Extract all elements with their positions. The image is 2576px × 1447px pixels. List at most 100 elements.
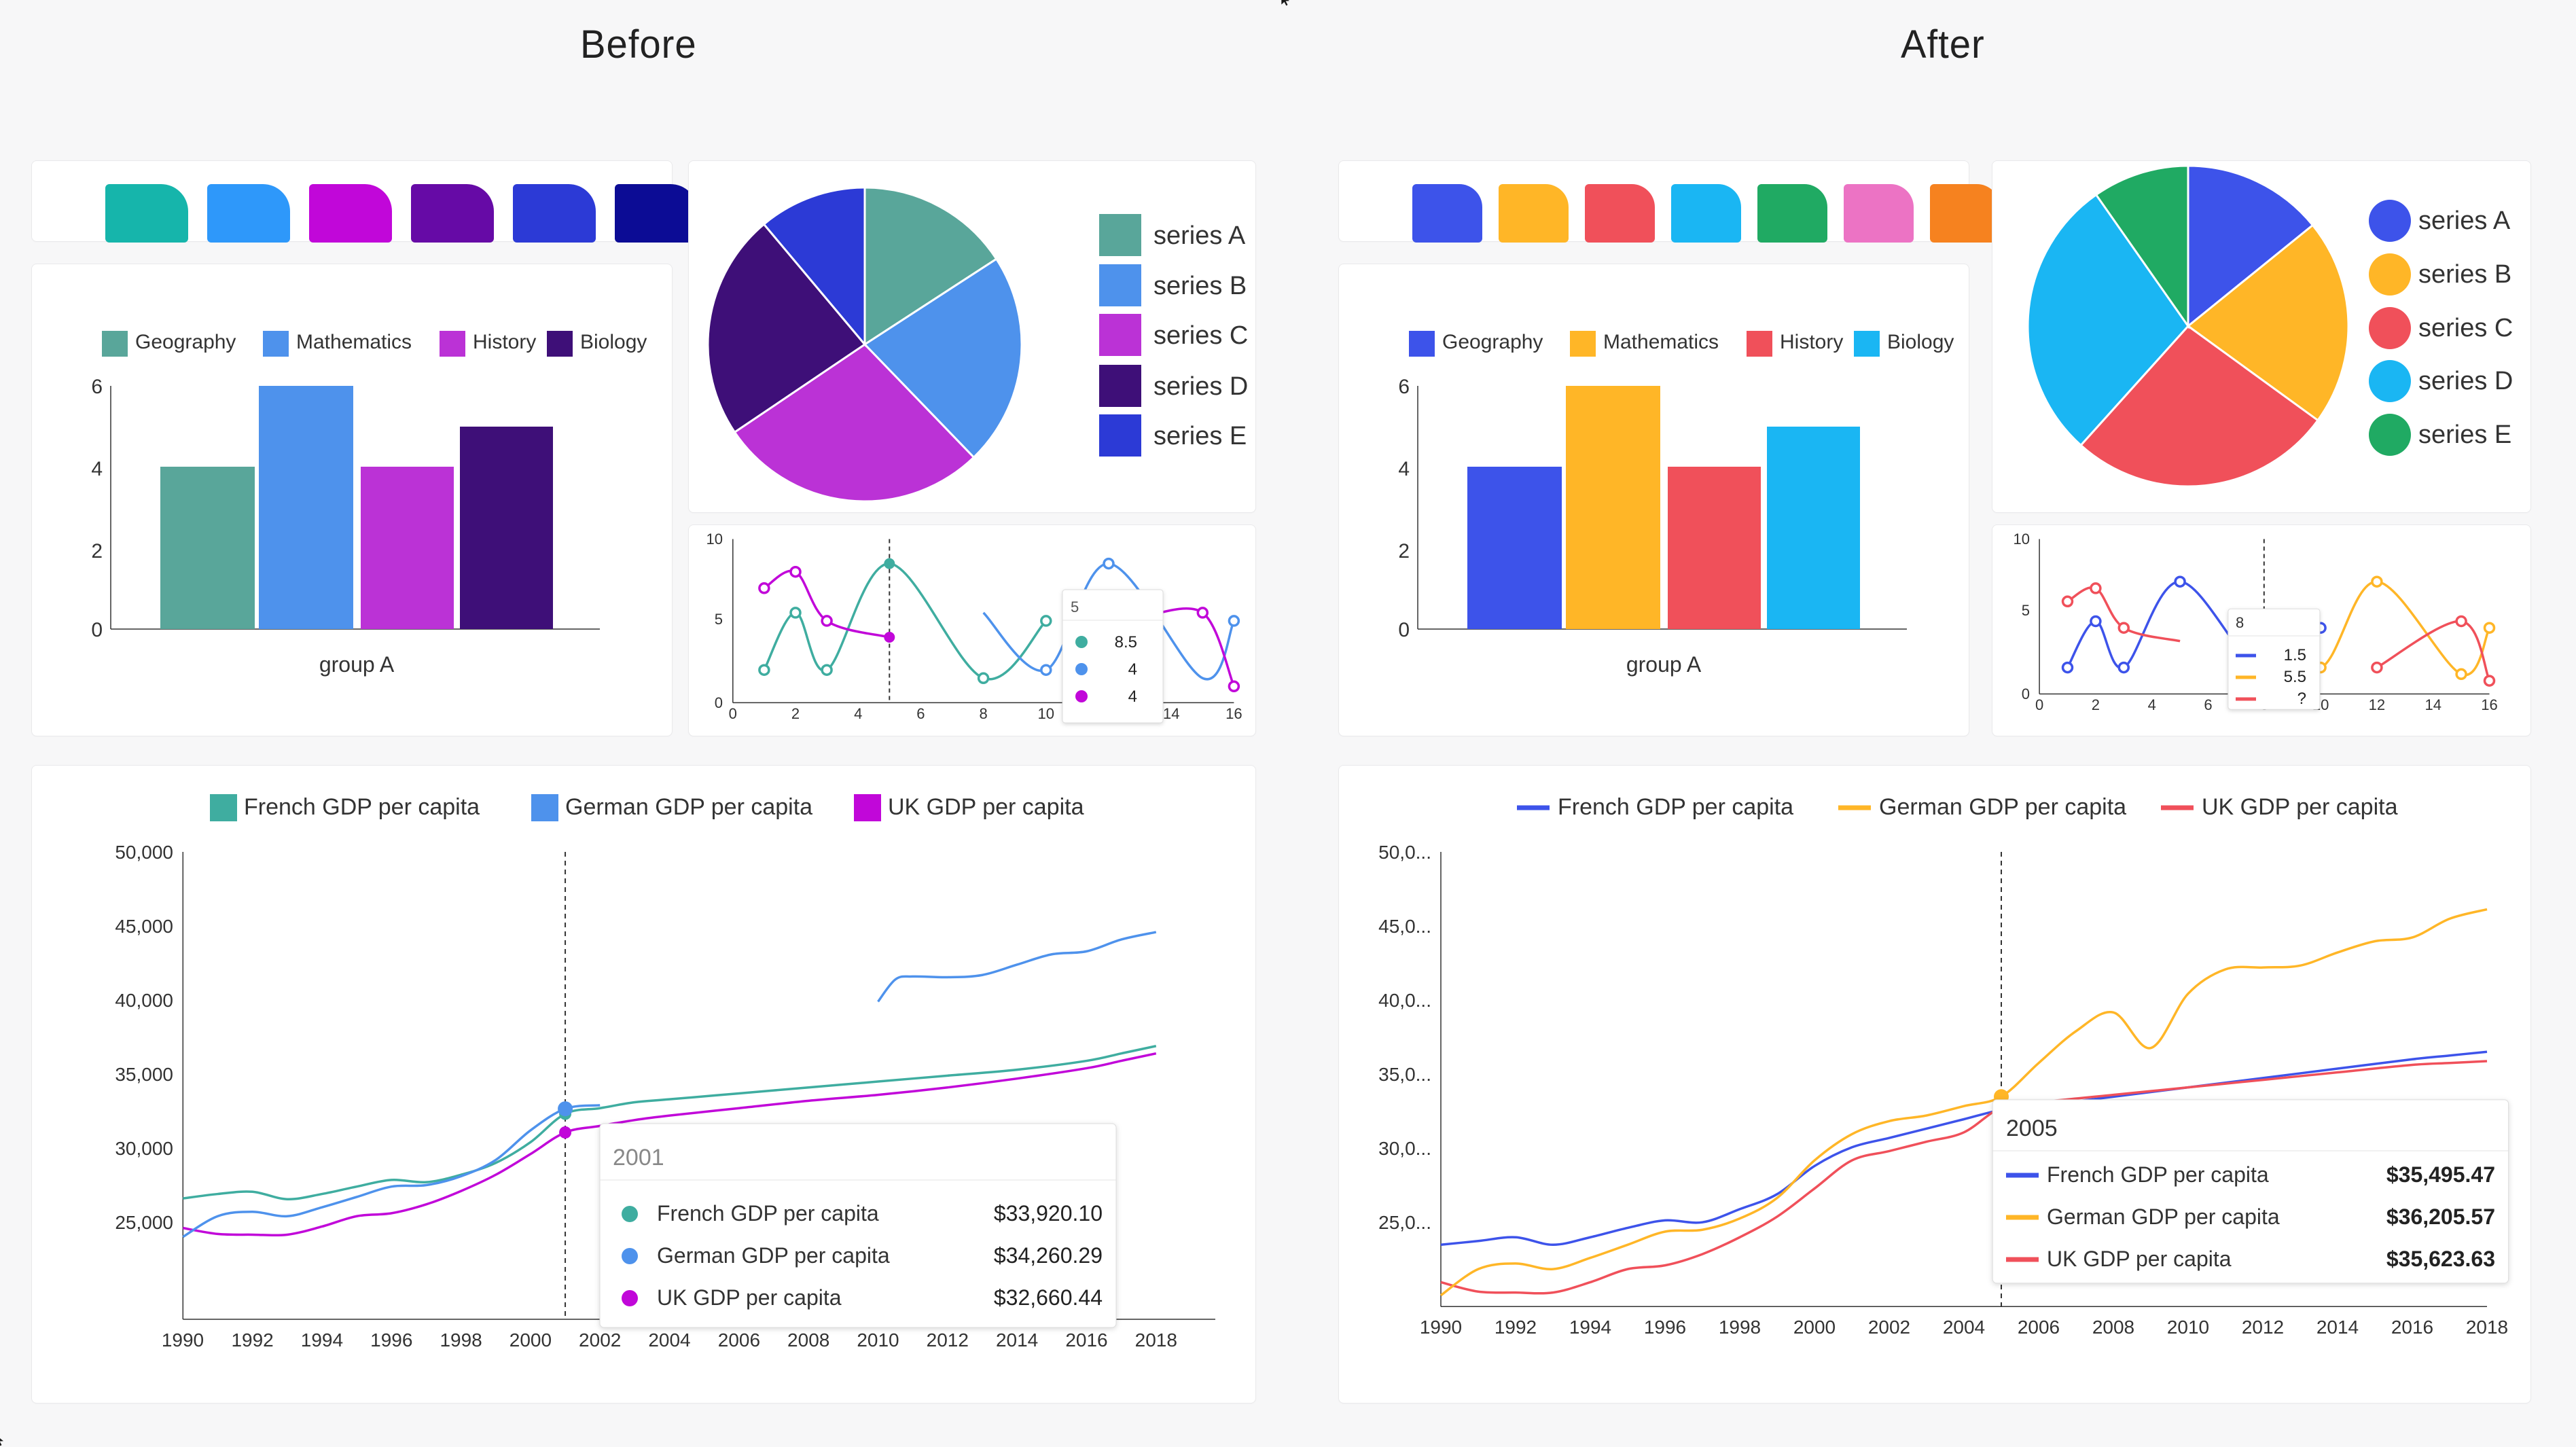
svg-text:2018: 2018 xyxy=(2466,1317,2508,1338)
svg-text:6: 6 xyxy=(1398,376,1410,398)
svg-text:10: 10 xyxy=(1038,705,1054,722)
svg-text:50,000: 50,000 xyxy=(115,842,173,863)
svg-text:2008: 2008 xyxy=(787,1329,829,1351)
svg-text:1994: 1994 xyxy=(1569,1317,1611,1338)
svg-text:4: 4 xyxy=(1128,660,1137,679)
svg-text:8.5: 8.5 xyxy=(1115,633,1137,651)
svg-text:2006: 2006 xyxy=(2018,1317,2060,1338)
svg-text:Biology: Biology xyxy=(1887,331,1954,353)
svg-text:4: 4 xyxy=(91,458,103,480)
svg-text:UK GDP per capita: UK GDP per capita xyxy=(2202,794,2398,820)
svg-text:Mathematics: Mathematics xyxy=(296,331,412,353)
svg-text:50,0...: 50,0... xyxy=(1378,842,1431,863)
svg-text:2016: 2016 xyxy=(1065,1329,1107,1351)
svg-text:series E: series E xyxy=(1153,422,1247,450)
svg-text:1990: 1990 xyxy=(1420,1317,1462,1338)
svg-text:2008: 2008 xyxy=(2092,1317,2134,1338)
svg-text:German GDP per capita: German GDP per capita xyxy=(2047,1204,2280,1229)
svg-text:8: 8 xyxy=(2236,614,2244,631)
svg-text:0: 0 xyxy=(91,619,103,641)
svg-text:1996: 1996 xyxy=(370,1329,412,1351)
svg-text:0: 0 xyxy=(729,705,737,722)
svg-text:1.5: 1.5 xyxy=(2284,646,2306,664)
svg-text:6: 6 xyxy=(91,376,103,398)
svg-text:2000: 2000 xyxy=(509,1329,552,1351)
svg-text:1996: 1996 xyxy=(1644,1317,1686,1338)
svg-text:2010: 2010 xyxy=(857,1329,899,1351)
svg-text:5: 5 xyxy=(715,611,723,628)
svg-text:series B: series B xyxy=(2418,260,2511,289)
svg-text:14: 14 xyxy=(1163,705,1179,722)
svg-text:2: 2 xyxy=(791,705,800,722)
svg-text:?: ? xyxy=(2297,690,2306,708)
svg-text:8: 8 xyxy=(979,705,987,722)
svg-text:1998: 1998 xyxy=(1719,1317,1761,1338)
svg-text:German GDP per capita: German GDP per capita xyxy=(565,794,812,820)
svg-text:series A: series A xyxy=(2418,207,2511,235)
svg-text:4: 4 xyxy=(1398,458,1410,480)
svg-text:10: 10 xyxy=(706,531,723,548)
svg-text:2004: 2004 xyxy=(648,1329,690,1351)
svg-text:25,0...: 25,0... xyxy=(1378,1212,1431,1233)
svg-text:25,000: 25,000 xyxy=(115,1212,173,1233)
svg-text:Biology: Biology xyxy=(580,331,647,353)
svg-text:$35,623.63: $35,623.63 xyxy=(2386,1247,2495,1271)
svg-text:History: History xyxy=(473,331,536,353)
svg-text:16: 16 xyxy=(1226,705,1242,722)
svg-text:45,0...: 45,0... xyxy=(1378,916,1431,937)
svg-text:series A: series A xyxy=(1153,221,1246,250)
svg-text:2010: 2010 xyxy=(2167,1317,2209,1338)
svg-text:$33,920.10: $33,920.10 xyxy=(994,1201,1103,1226)
svg-text:0: 0 xyxy=(2022,685,2030,702)
svg-text:$35,495.47: $35,495.47 xyxy=(2386,1162,2495,1187)
svg-text:group A: group A xyxy=(319,652,395,677)
svg-text:0: 0 xyxy=(1398,619,1410,641)
svg-text:2: 2 xyxy=(91,540,103,562)
svg-text:1992: 1992 xyxy=(1495,1317,1537,1338)
svg-text:series C: series C xyxy=(2418,314,2513,342)
svg-text:2014: 2014 xyxy=(996,1329,1038,1351)
svg-text:UK GDP per capita: UK GDP per capita xyxy=(888,794,1084,820)
svg-text:4: 4 xyxy=(854,705,862,722)
svg-text:30,000: 30,000 xyxy=(115,1138,173,1159)
svg-text:6: 6 xyxy=(916,705,925,722)
svg-text:2012: 2012 xyxy=(927,1329,969,1351)
svg-text:10: 10 xyxy=(2014,531,2030,548)
svg-text:14: 14 xyxy=(2425,696,2441,713)
svg-text:German GDP per capita: German GDP per capita xyxy=(1879,794,2126,820)
svg-text:2002: 2002 xyxy=(1868,1317,1910,1338)
svg-text:4: 4 xyxy=(1128,687,1137,706)
svg-text:5: 5 xyxy=(1071,599,1079,615)
svg-text:45,000: 45,000 xyxy=(115,916,173,937)
svg-text:$36,205.57: $36,205.57 xyxy=(2386,1204,2495,1229)
svg-text:2014: 2014 xyxy=(2316,1317,2359,1338)
svg-text:2001: 2001 xyxy=(613,1145,664,1171)
svg-text:2012: 2012 xyxy=(2242,1317,2284,1338)
svg-text:0: 0 xyxy=(2035,696,2043,713)
svg-text:$32,660.44: $32,660.44 xyxy=(994,1285,1103,1310)
svg-text:2006: 2006 xyxy=(718,1329,760,1351)
svg-text:series D: series D xyxy=(1153,372,1248,401)
svg-text:UK GDP per capita: UK GDP per capita xyxy=(2047,1247,2232,1271)
svg-text:series D: series D xyxy=(2418,367,2513,395)
svg-text:5.5: 5.5 xyxy=(2284,668,2306,686)
svg-text:German GDP per capita: German GDP per capita xyxy=(657,1243,890,1268)
svg-text:French GDP per capita: French GDP per capita xyxy=(2047,1162,2269,1187)
svg-text:5: 5 xyxy=(2022,602,2030,619)
svg-text:35,0...: 35,0... xyxy=(1378,1064,1431,1085)
svg-text:UK GDP per capita: UK GDP per capita xyxy=(657,1285,842,1310)
svg-text:French GDP per capita: French GDP per capita xyxy=(657,1201,879,1226)
svg-text:series E: series E xyxy=(2418,421,2511,449)
svg-text:12: 12 xyxy=(2369,696,2385,713)
svg-text:series C: series C xyxy=(1153,321,1248,350)
svg-text:1998: 1998 xyxy=(440,1329,482,1351)
svg-text:2000: 2000 xyxy=(1793,1317,1836,1338)
svg-text:Geography: Geography xyxy=(1442,331,1543,353)
svg-text:6: 6 xyxy=(2204,696,2212,713)
svg-text:History: History xyxy=(1780,331,1843,353)
svg-text:1992: 1992 xyxy=(231,1329,273,1351)
svg-text:Mathematics: Mathematics xyxy=(1603,331,1719,353)
svg-text:2: 2 xyxy=(1398,540,1410,562)
svg-text:2018: 2018 xyxy=(1135,1329,1177,1351)
svg-text:group A: group A xyxy=(1626,652,1702,677)
